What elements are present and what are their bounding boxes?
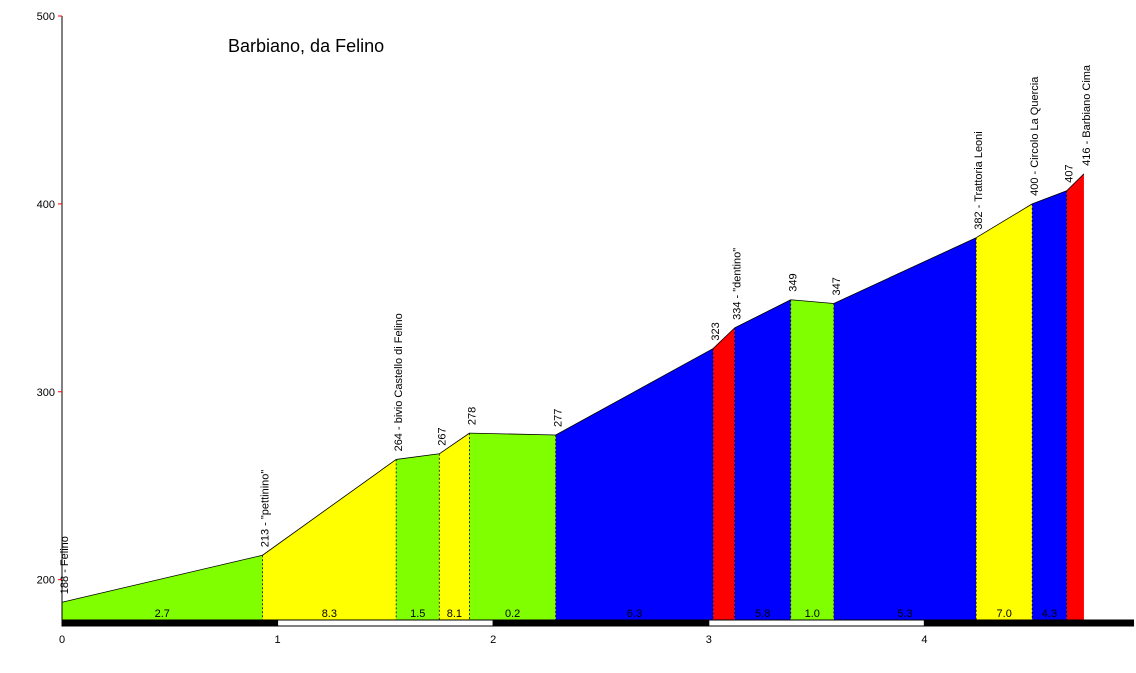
point-label: 213 - "pettinino": [260, 470, 272, 548]
distance-scale-bar: [61, 619, 1135, 627]
profile-line: [1066, 173, 1085, 192]
gradient-label: 2.7: [155, 608, 170, 620]
y-tick-label: 300: [37, 387, 55, 399]
point-label: 277: [553, 409, 565, 427]
segment-area: [396, 453, 440, 621]
x-tick-labels: 0 1 2 3 4: [59, 634, 928, 646]
y-tick-label: 200: [37, 575, 55, 587]
profile-line: [833, 237, 977, 304]
point-label: 347: [831, 277, 843, 295]
gradient-label: 7.0: [997, 608, 1012, 620]
segment-area: [790, 299, 834, 621]
point-label: 267: [436, 427, 448, 445]
point-label: 323: [710, 322, 722, 340]
distance-bar-block: [492, 619, 710, 627]
gradient-label: 1.5: [410, 608, 425, 620]
point-label: 278: [466, 407, 478, 425]
profile-areas: [61, 173, 1085, 622]
profile-line: [712, 327, 735, 349]
profile-line: [734, 299, 791, 329]
point-label: 264 - bivio Castello di Felino: [393, 313, 405, 451]
profile-line: [396, 453, 440, 460]
point-label: 382 - Trattoria Leoni: [973, 131, 985, 229]
segment-dividers: [262, 190, 1068, 621]
x-tick-label: 2: [490, 634, 496, 646]
point-label: 349: [788, 273, 800, 291]
chart-title: Barbiano, da Felino: [228, 36, 384, 56]
segment-area: [833, 237, 977, 621]
segment-area: [469, 433, 556, 621]
segment-area: [1032, 190, 1067, 621]
segment-area: [713, 327, 735, 621]
segment-area: [976, 203, 1033, 622]
point-label: 407: [1064, 164, 1076, 182]
profile-line: [439, 432, 470, 455]
distance-bar-block: [61, 619, 279, 627]
profile-line: [790, 299, 834, 304]
gradient-label: 5.8: [755, 608, 770, 620]
x-tick-label: 3: [706, 634, 712, 646]
distance-bar-block: [923, 619, 1135, 627]
y-tick-labels: 200 300 400 500: [37, 11, 62, 587]
segment-area: [734, 299, 791, 621]
gradient-label: 5.3: [897, 608, 912, 620]
segment-area: [1066, 173, 1084, 621]
profile-line: [469, 432, 556, 436]
gradient-labels: 2.7 8.3 1.5 8.1 0.2 6.3 5.8 1.0 5.3 7.0 4.3: [155, 608, 1057, 620]
segment-area: [262, 459, 397, 621]
y-tick-label: 500: [37, 11, 55, 23]
gradient-label: 8.3: [322, 608, 337, 620]
gradient-label: 0.2: [505, 608, 520, 620]
x-tick-label: 1: [275, 634, 281, 646]
point-label: 416 - Barbiano Cima: [1081, 64, 1093, 166]
x-tick-label: 0: [59, 634, 65, 646]
profile-line: [1032, 190, 1067, 205]
profile-line: [61, 554, 263, 603]
segment-area: [555, 348, 714, 621]
point-label: 188 - Felino: [59, 536, 71, 594]
profile-line: [262, 459, 397, 556]
gradient-label: 6.3: [627, 608, 642, 620]
segment-area: [439, 433, 470, 621]
profile-line: [975, 203, 1033, 239]
distance-bar-block: [708, 619, 925, 627]
point-label: 334 - "dentino": [732, 248, 744, 320]
gradient-label: 1.0: [805, 608, 820, 620]
point-label: 400 - Circolo La Quercia: [1029, 76, 1041, 196]
x-tick-label: 4: [921, 634, 927, 646]
segment-area: [62, 555, 263, 621]
y-tick-label: 400: [37, 199, 55, 211]
gradient-label: 8.1: [447, 608, 462, 620]
gradient-label: 4.3: [1042, 608, 1057, 620]
distance-bar-block: [277, 619, 494, 627]
profile-line: [555, 348, 714, 436]
